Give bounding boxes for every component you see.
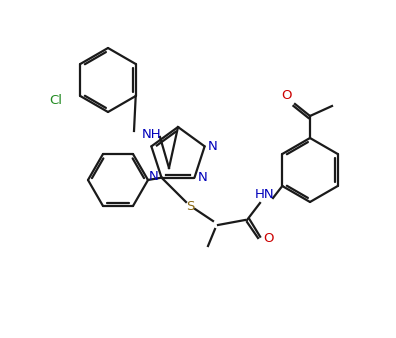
Text: O: O	[282, 89, 292, 102]
Text: S: S	[186, 199, 194, 213]
Text: N: N	[149, 170, 158, 183]
Text: NH: NH	[142, 127, 162, 141]
Text: HN: HN	[255, 189, 274, 201]
Text: O: O	[263, 232, 274, 244]
Text: N: N	[208, 140, 217, 153]
Text: N: N	[198, 171, 207, 184]
Text: Cl: Cl	[49, 94, 62, 106]
